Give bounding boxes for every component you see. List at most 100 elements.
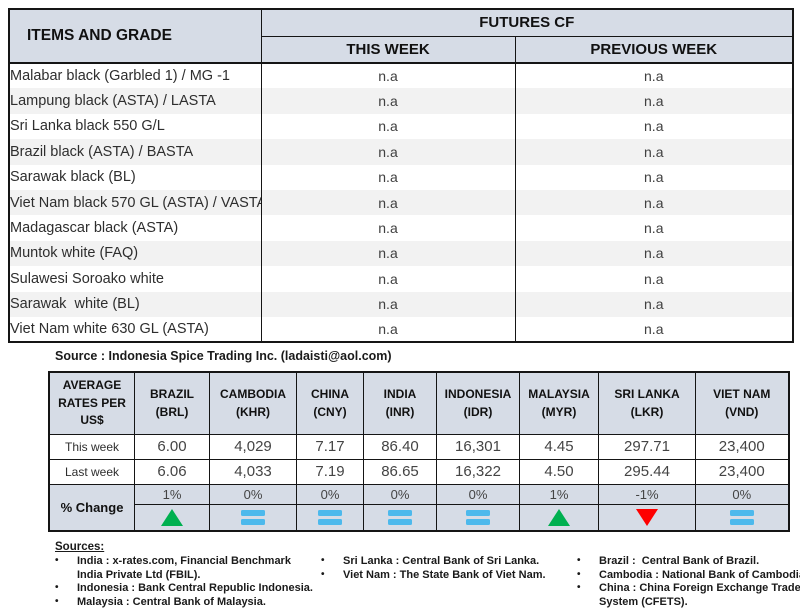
previous-week-header: PREVIOUS WEEK [514,35,794,64]
previous-week-value: n.a [514,113,794,140]
rate-value-cell: 4.45 [519,433,599,460]
item-grade-label: Muntok white (FAQ) [8,240,262,267]
column-header-sri-lanka: SRI LANKA (LKR) [598,371,696,435]
pct-change-value: 0% [209,483,297,505]
column-header-malaysia: MALAYSIA (MYR) [519,371,599,435]
previous-week-value: n.a [514,240,794,267]
table-row: Sarawak white (BL) n.a n.a [8,291,794,317]
rate-value-cell: 4,029 [209,433,297,460]
source-line: Source : Indonesia Spice Trading Inc. (l… [55,349,392,364]
list-item: • Indonesia : Bank Central Republic Indon… [55,582,313,595]
pct-change-row-label: % Change [48,483,135,532]
trend-indicator [296,503,364,532]
rate-value-cell: 4,033 [209,458,297,485]
rate-value-cell: 6.06 [134,458,210,485]
sources-column-2: • Sri Lanka : Central Bank of Sri Lanka. … [321,555,565,609]
down-arrow-icon [636,509,658,527]
column-header-cambodia: CAMBODIA (KHR) [209,371,297,435]
previous-week-value: n.a [514,316,794,343]
rate-value-cell: 23,400 [695,433,789,460]
this-week-value: n.a [260,215,516,241]
trend-indicator [436,503,520,532]
bullet-icon: • [577,568,581,580]
previous-week-value: n.a [514,88,794,114]
this-week-value: n.a [260,316,516,343]
this-week-value: n.a [260,189,516,216]
table-row: Viet Nam black 570 GL (ASTA) / VASTA n.a… [8,189,794,216]
trend-indicator [598,503,696,532]
table-row: Viet Nam white 630 GL (ASTA) n.a n.a [8,316,794,343]
bullet-icon: • [321,568,325,580]
up-arrow-icon [548,509,570,527]
trend-indicator [695,503,789,532]
bullet-icon: • [55,582,59,594]
rate-value-cell: 7.17 [296,433,364,460]
item-grade-label: Malabar black (Garbled 1) / MG -1 [8,63,262,89]
table-row: Sarawak black (BL) n.a n.a [8,164,794,190]
rate-value-cell: 16,322 [436,458,520,485]
sources-heading: Sources: [55,541,105,554]
previous-week-value: n.a [514,189,794,216]
this-week-row-label: This week [48,433,135,460]
list-item: • Viet Nam : The State Bank of Viet Nam. [321,568,546,581]
list-item: • Sri Lanka : Central Bank of Sri Lanka. [321,555,540,568]
bullet-icon: • [55,555,59,567]
bullet-icon: • [55,595,59,607]
sources-column-3: • Brazil : Central Bank of Brazil. • Cambo… [577,555,800,609]
sources-column-1: • India : x-rates.com, Financial Benchmar… [55,555,313,609]
equals-icon [696,510,788,525]
previous-week-value: n.a [514,215,794,241]
equals-icon [364,510,436,525]
item-grade-label: Viet Nam black 570 GL (ASTA) / VASTA [8,189,262,216]
list-item: • Brazil : Central Bank of Brazil. [577,555,760,568]
this-week-header: THIS WEEK [260,35,516,64]
bullet-icon: • [577,555,581,567]
pct-change-value: 0% [695,483,789,505]
up-arrow-icon [161,509,183,527]
item-grade-label: Sulawesi Soroako white [8,266,262,292]
item-grade-label: Sarawak white (BL) [8,291,262,317]
pct-change-value: -1% [598,483,696,505]
rate-value-cell: 4.50 [519,458,599,485]
this-week-value: n.a [260,164,516,190]
items-and-grade-header: ITEMS AND GRADE [8,8,262,64]
rates-corner-header: AVERAGE RATES PER US$ [48,371,135,435]
futures-cf-table: ITEMS AND GRADE FUTURES CF THIS WEEK PRE… [8,8,794,344]
list-item: • China : China Foreign Exchange Trade Sy… [577,582,800,608]
previous-week-value: n.a [514,63,794,89]
rate-value-cell: 295.44 [598,458,696,485]
list-item: • Cambodia : National Bank of Cambodia. [577,568,800,581]
this-week-value: n.a [260,113,516,140]
list-item: • Malaysia : Central Bank of Malaysia. [55,595,266,608]
average-rates-table: AVERAGE RATES PER US$ BRAZIL (BRL) CAMBOD… [48,371,790,533]
pct-change-value: 0% [436,483,520,505]
column-header-india: INDIA (INR) [363,371,437,435]
column-header-china: CHINA (CNY) [296,371,364,435]
trend-indicator [134,503,210,532]
list-item: • India : x-rates.com, Financial Benchmar… [55,555,295,581]
equals-icon [437,510,519,525]
item-grade-label: Lampung black (ASTA) / LASTA [8,88,262,114]
this-week-value: n.a [260,63,516,89]
table-row: Brazil black (ASTA) / BASTA n.a n.a [8,139,794,165]
rate-value-cell: 23,400 [695,458,789,485]
futures-cf-group-header: FUTURES CF [260,8,794,37]
bullet-icon: • [321,555,325,567]
trend-indicator [363,503,437,532]
table-row: Sri Lanka black 550 G/L n.a n.a [8,113,794,140]
last-week-row-label: Last week [48,458,135,485]
column-header-brazil: BRAZIL (BRL) [134,371,210,435]
sources-section: Sources: • India : x-rates.com, Financial… [55,537,800,609]
pct-change-value: 0% [296,483,364,505]
trend-indicator [209,503,297,532]
rate-value-cell: 86.65 [363,458,437,485]
this-week-value: n.a [260,240,516,267]
item-grade-label: Sarawak black (BL) [8,164,262,190]
pct-change-value: 1% [134,483,210,505]
equals-icon [297,510,363,525]
pct-change-value: 1% [519,483,599,505]
rate-value-cell: 7.19 [296,458,364,485]
previous-week-value: n.a [514,291,794,317]
rate-value-cell: 86.40 [363,433,437,460]
previous-week-value: n.a [514,139,794,165]
